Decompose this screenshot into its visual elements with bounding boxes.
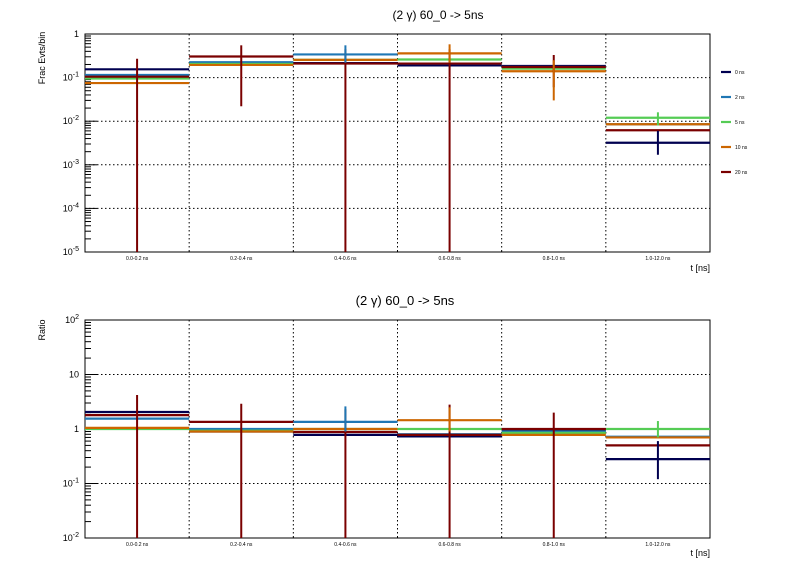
y-tick-base: 10: [69, 370, 79, 380]
x-tick-label: 1.0-12.0 ns: [645, 256, 671, 262]
y-tick-label: 10-1: [63, 478, 79, 489]
x-tick-label: 0.8-1.0 ns: [543, 256, 566, 262]
legend-label: 5 ns: [735, 120, 745, 126]
x-tick-label: 0.0-0.2 ns: [126, 542, 149, 548]
x-tick-label: 0.2-0.4 ns: [230, 542, 253, 548]
y-tick-base: 1: [74, 424, 79, 434]
y-tick-exponent: -3: [73, 159, 79, 166]
y-tick-base: 10: [65, 315, 75, 325]
top-x-axis-label: t [ns]: [690, 263, 710, 273]
y-tick-exponent: -4: [73, 202, 79, 209]
x-tick-label: 0.6-0.8 ns: [438, 542, 461, 548]
y-tick-base: 10: [63, 479, 73, 489]
y-tick-base: 10: [63, 116, 73, 126]
y-tick-label: 10-3: [63, 159, 79, 170]
x-tick-label: 0.8-1.0 ns: [543, 542, 566, 548]
y-tick-exponent: -5: [73, 246, 79, 253]
x-tick-label: 0.0-0.2 ns: [126, 256, 149, 262]
y-tick-base: 10: [63, 203, 73, 213]
y-tick-label: 10-5: [63, 246, 79, 257]
bottom-chart-title: (2 γ) 60_0 -> 5ns: [356, 293, 455, 308]
y-tick-exponent: -1: [73, 72, 79, 79]
y-tick-label: 1: [74, 424, 79, 434]
y-tick-base: 1: [74, 29, 79, 39]
x-tick-label: 0.2-0.4 ns: [230, 256, 253, 262]
legend-label: 2 ns: [735, 95, 745, 101]
y-tick-base: 10: [63, 533, 73, 543]
y-tick-label: 10-4: [63, 202, 79, 213]
legend: 0 ns 2 ns 5 ns 10 ns 20 ns: [721, 70, 748, 176]
legend-label: 0 ns: [735, 70, 745, 76]
x-tick-label: 0.4-0.6 ns: [334, 256, 357, 262]
x-tick-label: 0.4-0.6 ns: [334, 542, 357, 548]
y-tick-label: 10-2: [63, 532, 79, 543]
x-tick-label: 0.6-0.8 ns: [438, 256, 461, 262]
y-tick-label: 10-1: [63, 72, 79, 83]
legend-label: 20 ns: [735, 170, 748, 176]
y-tick-exponent: -1: [73, 478, 79, 485]
y-tick-base: 10: [63, 73, 73, 83]
legend-label: 10 ns: [735, 145, 748, 151]
y-tick-base: 10: [63, 160, 73, 170]
bottom-y-axis-label: Ratio: [37, 319, 47, 340]
y-tick-label: 10: [69, 370, 79, 380]
top-y-axis-label: Frac Evts/bin: [37, 32, 47, 85]
top-plot-area: 110-110-210-310-410-50.0-0.2 ns 0.2-0.4 n…: [63, 29, 711, 262]
y-tick-exponent: -2: [73, 532, 79, 539]
y-tick-base: 10: [63, 247, 73, 257]
bottom-x-axis-label: t [ns]: [690, 548, 710, 558]
y-tick-label: 10-2: [63, 115, 79, 126]
y-tick-label: 1: [74, 29, 79, 39]
top-chart-title: (2 γ) 60_0 -> 5ns: [392, 8, 483, 22]
x-tick-label: 1.0-12.0 ns: [645, 542, 671, 548]
y-tick-exponent: 2: [75, 314, 79, 321]
y-tick-exponent: -2: [73, 115, 79, 122]
y-tick-label: 102: [65, 314, 79, 325]
